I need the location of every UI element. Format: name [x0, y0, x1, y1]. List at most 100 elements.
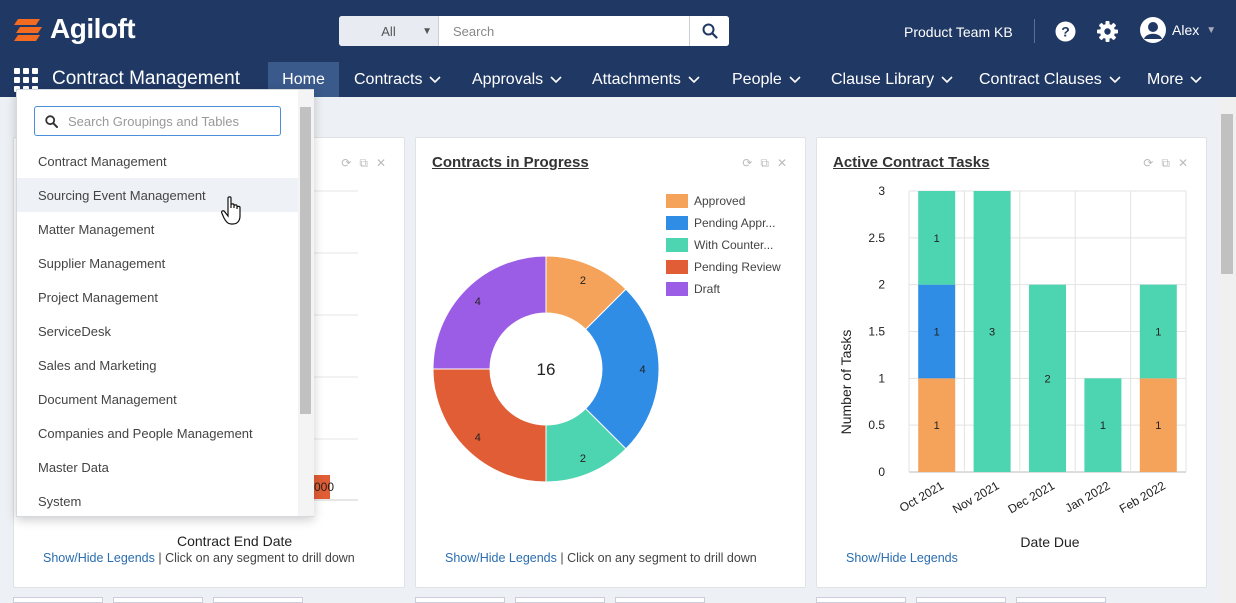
list-item[interactable]: Project Management [17, 280, 298, 314]
chart-bar-segment[interactable] [1139, 284, 1177, 379]
card-footer: Show/Hide Legends | Click on any segment… [43, 551, 355, 565]
legend-swatch[interactable] [666, 216, 688, 230]
legend-swatch[interactable] [666, 194, 688, 208]
legend-label[interactable]: Pending Review [694, 260, 781, 274]
close-icon[interactable]: ✕ [776, 156, 787, 170]
footer-hint: | Click on any segment to drill down [556, 551, 757, 565]
list-item[interactable]: Master Data [17, 450, 298, 484]
chart-bar-segment[interactable] [1084, 378, 1122, 472]
list-item[interactable]: Companies and People Management [17, 416, 298, 450]
slice-data-label: 2 [580, 275, 586, 287]
list-item-label: Document Management [38, 391, 177, 407]
header-divider [1034, 19, 1035, 43]
slice-data-label: 2 [580, 453, 586, 465]
legend-swatch[interactable] [666, 282, 688, 296]
list-item-label: Project Management [38, 289, 158, 305]
card-title[interactable]: Active Contract Tasks [833, 154, 990, 171]
show-hide-legends-link[interactable]: Show/Hide Legends [445, 551, 557, 565]
scrollbar-thumb[interactable] [1221, 114, 1233, 274]
tab-contract-clauses[interactable]: Contract Clauses [967, 62, 1133, 97]
tab-people[interactable]: People [720, 62, 813, 97]
bar-data-label: 1 [934, 233, 940, 245]
chart-bar-segment[interactable] [918, 378, 956, 472]
list-item-label: Master Data [38, 459, 109, 475]
list-item[interactable]: Contract Management [17, 144, 298, 178]
card-title[interactable]: Contracts in Progress [432, 154, 589, 171]
list-item[interactable]: System [17, 484, 298, 518]
card-edge [213, 597, 303, 603]
list-item[interactable]: Document Management [17, 382, 298, 416]
search-scope-select[interactable]: All ▼ [339, 16, 439, 46]
legend-swatch[interactable] [666, 238, 688, 252]
dropdown-scrollbar[interactable] [298, 90, 314, 516]
legend-label[interactable]: With Counter... [694, 238, 773, 252]
agiloft-logo[interactable]: Agiloft [14, 12, 136, 46]
donut-slice[interactable] [432, 368, 547, 483]
close-icon[interactable]: ✕ [375, 156, 386, 170]
chart-bar-segment[interactable] [1139, 378, 1177, 472]
donut-slice[interactable] [432, 255, 547, 370]
legend-swatch[interactable] [666, 260, 688, 274]
kb-name[interactable]: Product Team KB [904, 24, 1013, 40]
chevron-down-icon [688, 75, 700, 83]
search-button[interactable] [689, 16, 729, 46]
card-edge [1016, 597, 1106, 603]
popout-icon[interactable]: ⧉ [359, 156, 368, 170]
bar-data-label: 1 [1100, 420, 1106, 432]
list-item[interactable]: Matter Management [17, 212, 298, 246]
popout-icon[interactable]: ⧉ [760, 156, 769, 170]
chart-bar-segment[interactable] [1029, 284, 1066, 472]
legend-label[interactable]: Draft [694, 282, 721, 296]
refresh-icon[interactable]: ⟳ [1143, 156, 1154, 170]
chevron-down-icon [1109, 75, 1121, 83]
list-item[interactable]: Sourcing Event Management [17, 178, 298, 212]
slice-data-label: 4 [475, 432, 481, 444]
page-scrollbar[interactable] [1218, 97, 1236, 603]
list-item-label: Supplier Management [38, 255, 166, 271]
chart-bar-segment[interactable] [918, 191, 956, 285]
groupings-search [34, 106, 281, 136]
popout-icon[interactable]: ⧉ [1161, 156, 1170, 170]
show-hide-legends-link[interactable]: Show/Hide Legends [846, 551, 958, 565]
search-input[interactable] [439, 16, 689, 46]
bar-data-label: 1 [934, 420, 940, 432]
list-item[interactable]: Supplier Management [17, 246, 298, 280]
list-item[interactable]: Sales and Marketing [17, 348, 298, 382]
card-edge [916, 597, 1006, 603]
app-title[interactable]: Contract Management [52, 68, 240, 89]
groupings-search-input[interactable] [68, 113, 268, 129]
close-icon[interactable]: ✕ [1177, 156, 1188, 170]
list-item-label: Companies and People Management [38, 425, 253, 441]
card-footer: Show/Hide Legends [846, 551, 958, 565]
x-axis-label: Date Due [1020, 534, 1079, 550]
tab-contracts[interactable]: Contracts [342, 62, 453, 97]
user-menu[interactable]: Alex ▼ [1140, 17, 1216, 43]
svg-text:?: ? [1061, 24, 1070, 40]
tab-clause-library[interactable]: Clause Library [819, 62, 965, 97]
gear-icon[interactable] [1097, 21, 1118, 47]
tab-more[interactable]: More [1135, 62, 1214, 97]
help-icon[interactable]: ? [1055, 21, 1076, 47]
search-scope-value: All [381, 23, 396, 39]
y-tick-label: 0.5 [868, 418, 885, 432]
card-edge [515, 597, 605, 603]
show-hide-legends-link[interactable]: Show/Hide Legends [43, 551, 155, 565]
tab-attachments[interactable]: Attachments [580, 62, 712, 97]
refresh-icon[interactable]: ⟳ [341, 156, 352, 170]
x-tick-label: Nov 2021 [950, 478, 1002, 516]
chart-bar-segment[interactable] [973, 191, 1011, 472]
legend-label[interactable]: Pending Appr... [694, 216, 775, 230]
tab-approvals[interactable]: Approvals [460, 62, 574, 97]
legend-label[interactable]: Approved [694, 194, 745, 208]
card-footer: Show/Hide Legends | Click on any segment… [445, 551, 757, 565]
tab-label: Clause Library [831, 70, 935, 88]
chart-bar-segment[interactable] [918, 284, 956, 379]
bar-data-label: 1 [1155, 327, 1161, 339]
donut-slice[interactable] [584, 288, 660, 450]
card-active-contract-tasks: Active Contract Tasks ⟳ ⧉ ✕ 1 1 1 3 2 1 1 1 0 0.… [816, 137, 1207, 588]
list-item[interactable]: ServiceDesk [17, 314, 298, 348]
refresh-icon[interactable]: ⟳ [742, 156, 753, 170]
search-icon [45, 114, 58, 128]
footer-hint: | Click on any segment to drill down [154, 551, 355, 565]
scrollbar-thumb[interactable] [300, 107, 311, 414]
